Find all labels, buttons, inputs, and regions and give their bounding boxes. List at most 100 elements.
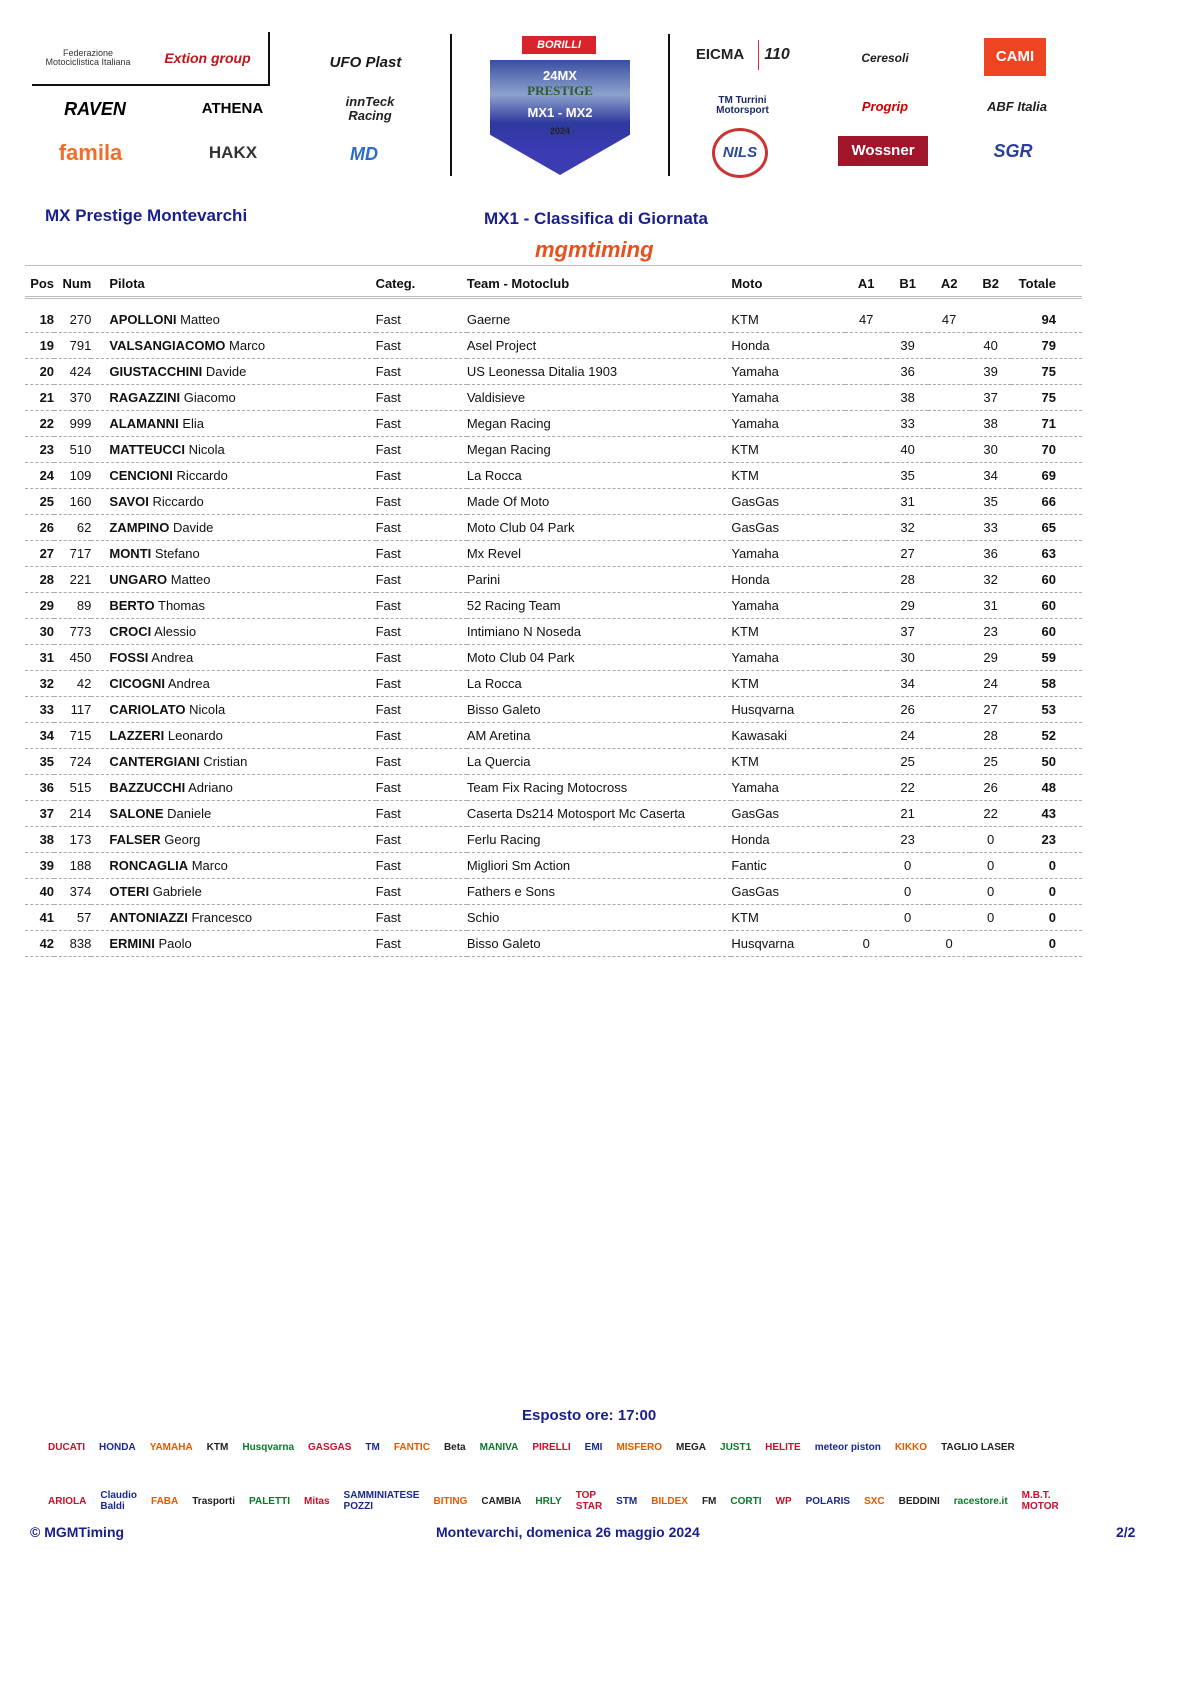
cell-tot: 0 [1011,878,1082,905]
cell-tot: 0 [1011,930,1082,957]
cell-cat: Fast [375,722,467,749]
cell-cat: Fast [375,514,467,541]
cell-b2: 0 [969,826,1012,853]
cell-pos: 31 [25,644,55,671]
cell-num: 270 [54,297,92,333]
cell-a2 [928,800,970,827]
cell-team: La Quercia [466,748,732,775]
cell-a1 [845,540,887,567]
cell-tot: 69 [1011,462,1082,489]
cell-cat: Fast [375,384,467,411]
cell-b1: 37 [886,618,929,645]
cell-a2 [928,332,970,359]
logo-progrip: Progrip [861,99,909,115]
cell-b2: 34 [969,462,1012,489]
cell-tot: 75 [1011,358,1082,385]
cell-num: 221 [54,566,92,593]
logo-24mx-prestige: 24MX PRESTIGE MX1 - MX2 2024 [490,60,630,175]
rider-name: Marco [191,858,228,873]
cell-pilota: VALSANGIACOMO Marco [91,332,376,359]
sponsor-logo: FABA [151,1495,179,1507]
cell-a2 [928,878,970,905]
cell-a1 [845,436,887,463]
rider-surname: CROCI [109,624,152,639]
rider-name: Daniele [167,806,212,821]
cell-team: Megan Racing [466,436,732,463]
cell-b2: 26 [969,774,1012,801]
sponsor-logo: FM [701,1495,717,1507]
cell-team: Fathers e Sons [466,878,732,905]
cell-num: 57 [54,904,92,931]
cell-tot: 58 [1011,670,1082,697]
cell-pos: 34 [25,722,55,749]
cell-b1: 32 [886,514,929,541]
cell-b1: 36 [886,358,929,385]
cell-b2: 0 [969,852,1012,879]
cell-cat: Fast [375,410,467,437]
cell-pos: 39 [25,852,55,879]
table-row: 39 188 RONCAGLIA Marco Fast Migliori Sm Acti… [25,852,1082,879]
table-row: 37 214 SALONE Daniele Fast Caserta Ds214 Mot… [25,800,1082,827]
cell-num: 214 [54,800,92,827]
cell-tot: 79 [1011,332,1082,359]
cell-b2: 37 [969,384,1012,411]
cell-a2 [928,514,970,541]
cell-tot: 50 [1011,748,1082,775]
sponsor-logo: meteor piston [814,1442,881,1453]
cell-cat: Fast [375,904,467,931]
rider-name: Giacomo [183,390,236,405]
table-row: 33 117 CARIOLATO Nicola Fast Bisso Galeto Hus… [25,696,1082,723]
logo-nils: NILS [712,128,768,178]
cell-team: Made Of Moto [466,488,732,515]
rider-surname: SALONE [109,806,164,821]
logo-ceresoli: Ceresoli [861,50,909,65]
title-divider [25,265,1082,266]
cell-tot: 70 [1011,436,1082,463]
cell-b1: 22 [886,774,929,801]
logo-sgr: SGR [993,140,1033,161]
cell-tot: 65 [1011,514,1082,541]
rider-surname: APOLLONI [109,312,177,327]
cell-team: Parini [466,566,732,593]
rider-surname: ZAMPINO [109,520,170,535]
footer-copyright: © MGMTiming [30,1524,125,1540]
cell-b2: 38 [969,410,1012,437]
cell-cat: Fast [375,644,467,671]
cell-pilota: SALONE Daniele [91,800,376,827]
cell-num: 173 [54,826,92,853]
rider-surname: GIUSTACCHINI [109,364,203,379]
cell-moto: KTM [731,436,846,463]
cell-pos: 19 [25,332,55,359]
logo-mx1-mx2-text: MX1 - MX2 [527,105,593,120]
rider-surname: ANTONIAZZI [109,910,188,925]
cell-pos: 18 [25,297,55,333]
cell-a1 [845,878,887,905]
cell-a1: 0 [845,930,887,957]
cell-pilota: CENCIONI Riccardo [91,462,376,489]
cell-team: Asel Project [466,332,732,359]
cell-moto: GasGas [731,514,846,541]
divider-right [668,34,670,176]
cell-cat: Fast [375,852,467,879]
cell-a2 [928,722,970,749]
rider-name: Paolo [158,936,192,951]
table-row: 30 773 CROCI Alessio Fast Intimiano N Noseda… [25,618,1082,645]
header-b2: B2 [969,270,1012,299]
cell-num: 42 [54,670,92,697]
cell-pos: 42 [25,930,55,957]
cell-b2: 32 [969,566,1012,593]
rider-name: Adriano [188,780,233,795]
logo-md: MD [350,143,378,164]
sponsor-logo: M.B.T. MOTOR [1021,1490,1059,1512]
logo-extion: Extion group [164,49,251,66]
cell-a1 [845,800,887,827]
cell-cat: Fast [375,462,467,489]
cell-moto: KTM [731,462,846,489]
header-categ: Categ. [375,270,467,299]
table-row: 25 160 SAVOI Riccardo Fast Made Of Moto GasGa… [25,488,1082,515]
cell-pilota: RONCAGLIA Marco [91,852,376,879]
footer-place-date: Montevarchi, domenica 26 maggio 2024 [436,1524,700,1540]
rider-name: Stefano [154,546,200,561]
cell-moto: KTM [731,904,846,931]
cell-moto: Yamaha [731,774,846,801]
